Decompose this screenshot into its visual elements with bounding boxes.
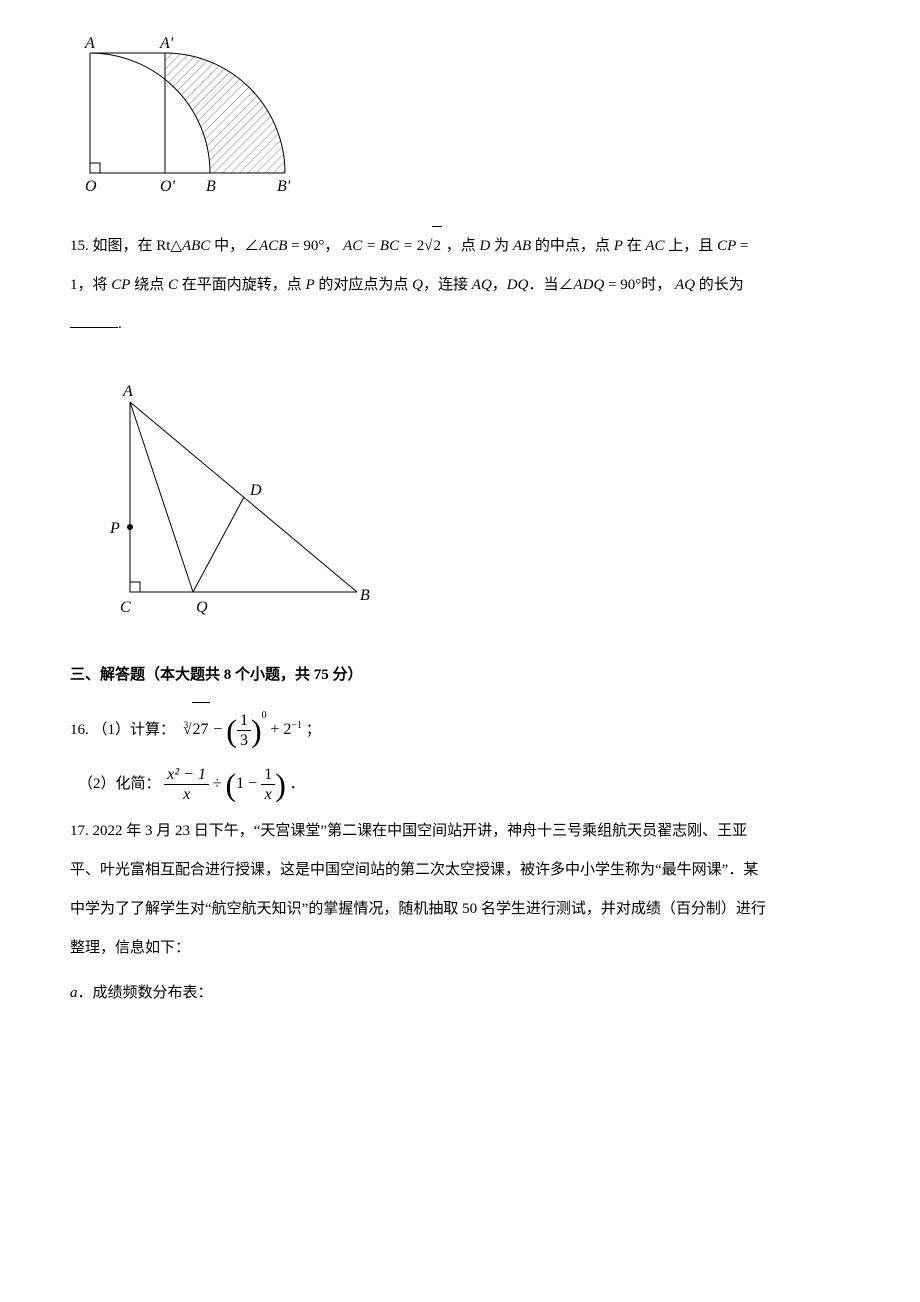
label-O: O xyxy=(85,178,97,195)
figure-q15: A D P C Q B xyxy=(70,372,850,636)
q16-part1: 16. （1）计算： 3√27 − (13)0 + 2−1 ； xyxy=(70,702,850,757)
q15-line1: 15. 如图，在 Rt△ABC 中，∠ACB = 90°， AC = BC = … xyxy=(70,226,850,266)
q15-answer-blank xyxy=(70,313,118,328)
q17-item-a: a．成绩频数分布表： xyxy=(70,974,850,1013)
q17-line2: 平、叶光富相互配合进行授课，这是中国空间站的第二次太空授课，被许多中小学生称为“… xyxy=(70,851,850,890)
q15-acb: ACB xyxy=(259,238,287,254)
label-A2: A xyxy=(122,383,133,400)
q17-line1: 17. 2022 年 3 月 23 日下午，“天宫课堂”第二课在中国空间站开讲，… xyxy=(70,812,850,851)
q15-prefix: 15. 如图，在 Rt△ xyxy=(70,238,182,254)
q17-line3: 中学为了了解学生对“航空航天知识”的掌握情况，随机抽取 50 名学生进行测试，并… xyxy=(70,890,850,929)
q15-abc: ABC xyxy=(182,238,210,254)
figure-q14-svg: A A' O O' B B' xyxy=(70,28,310,198)
label-Bprime: B' xyxy=(277,178,291,195)
label-B: B xyxy=(206,178,216,195)
label-C: C xyxy=(120,599,131,616)
q15-line3: . xyxy=(70,305,850,344)
q16-part2: （2）化简： x² − 1x ÷ (1 − 1x) ． xyxy=(70,757,850,811)
figure-q15-svg: A D P C Q B xyxy=(70,372,380,620)
label-B2: B xyxy=(360,587,370,604)
label-A: A xyxy=(84,35,95,52)
section-3-header: 三、解答题（本大题共 8 个小题，共 75 分） xyxy=(70,660,850,690)
label-D2: D xyxy=(249,482,262,499)
label-Aprime: A' xyxy=(159,35,174,52)
q15-line2: 1，将 CP 绕点 C 在平面内旋转，点 P 的对应点为点 Q，连接 AQ，DQ… xyxy=(70,266,850,305)
figure-q14: A A' O O' B B' xyxy=(70,28,850,214)
q17-line4: 整理，信息如下： xyxy=(70,929,850,968)
label-P: P xyxy=(109,520,120,537)
label-Q: Q xyxy=(196,599,208,616)
label-Oprime: O' xyxy=(160,178,176,195)
